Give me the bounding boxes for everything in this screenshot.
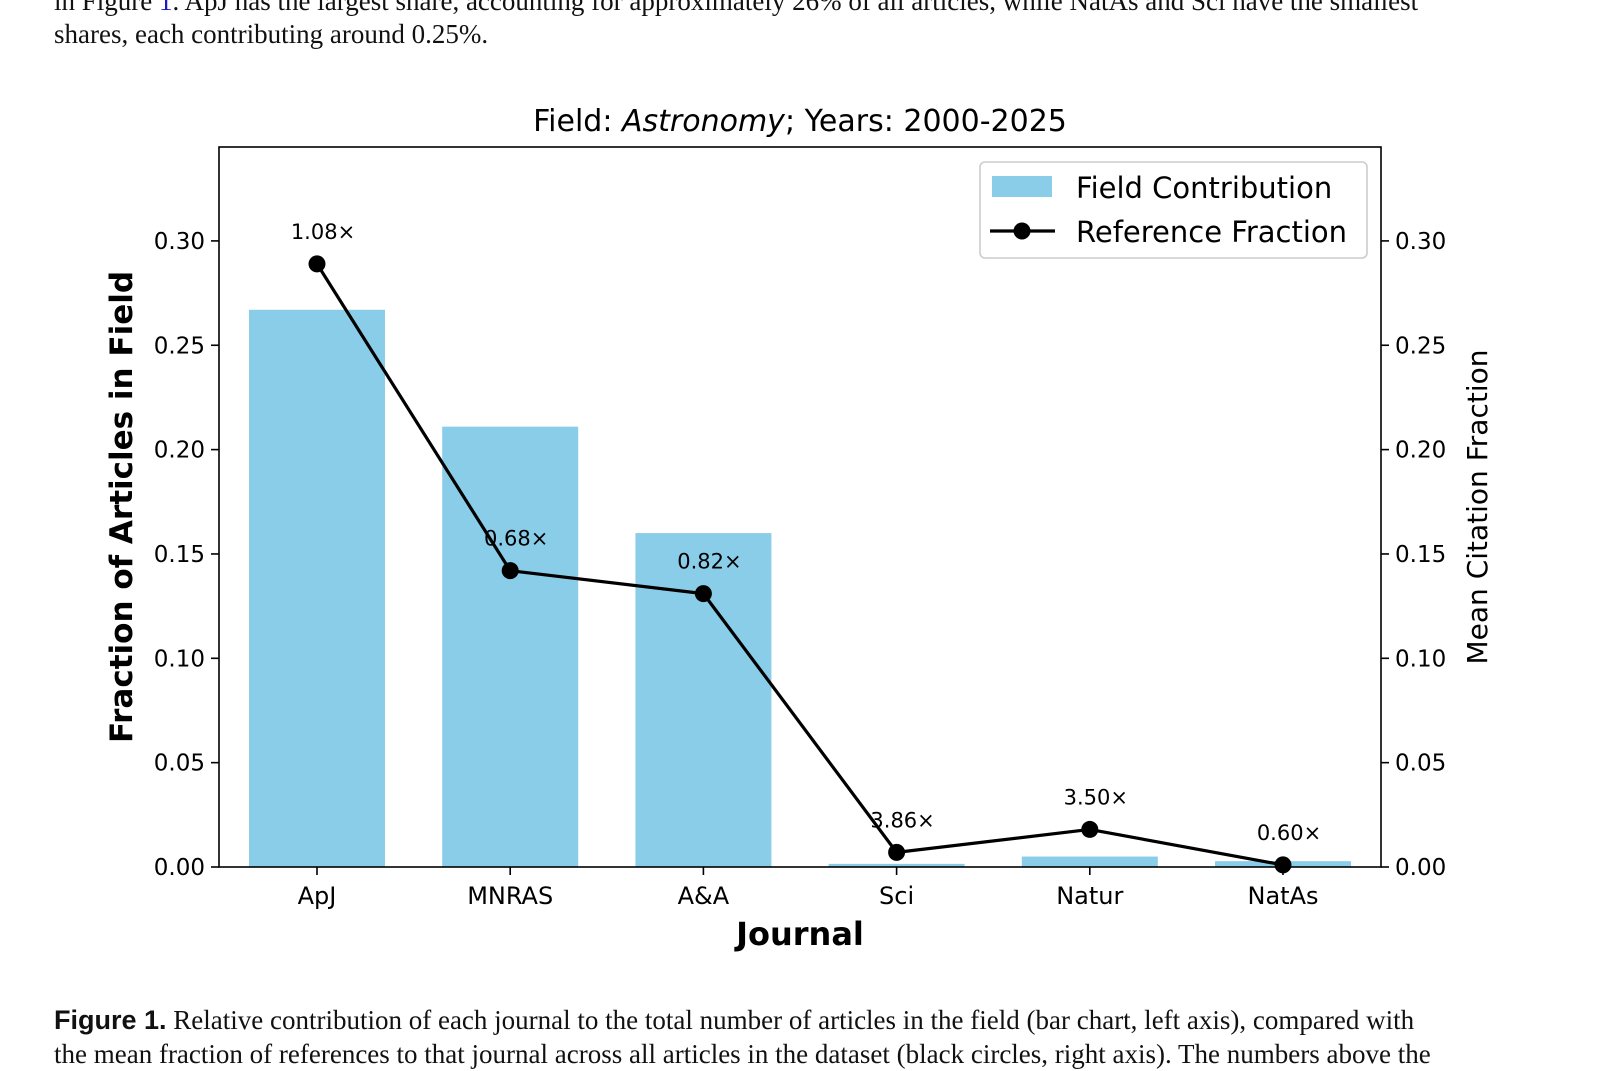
right-tick-label: 0.15 [1395,542,1446,568]
bars-layer [249,309,1351,868]
x-tick-label: MNRAS [467,882,553,910]
caption-text-1: Relative contribution of each journal to… [166,1005,1415,1035]
reference-fraction-line [315,263,1284,867]
ratio-label-natur: 3.50× [1064,785,1128,809]
x-tick-label: Natur [1056,882,1123,910]
body-text-prefix: in Figure [54,0,159,16]
reference-point-apj [308,255,326,273]
left-tick-label: 0.15 [154,542,205,568]
ratio-label-sci: 3.86× [870,808,934,832]
x-axis: ApJ MNRAS A&A Sci Natur NatAs [298,867,1319,910]
right-tick-label: 0.00 [1395,855,1446,881]
reference-point-natas [1274,856,1292,874]
chart-title: Field: Astronomy; Years: 2000-2025 [533,104,1067,139]
ratio-label-natas: 0.60× [1257,821,1321,845]
chart-title-prefix: Field: [533,104,622,139]
figure-reference-link[interactable]: 1 [159,0,173,16]
ratio-label-mnras: 0.68× [484,527,548,551]
legend-box [979,161,1368,259]
x-tick-label: NatAs [1248,882,1319,910]
legend-marker [1013,222,1031,240]
caption-line-1: Figure 1. Relative contribution of each … [54,1003,1554,1037]
ratio-label-a-a: 0.82× [677,550,741,574]
reference-point-a-a [694,585,712,603]
line-layer [308,255,1292,874]
reference-point-natur [1081,820,1099,838]
left-tick-label: 0.10 [154,646,205,672]
x-tick-label: Sci [879,882,914,910]
bar-a-a [635,533,772,867]
reference-point-mnras [501,562,519,580]
left-tick-label: 0.20 [154,438,205,464]
chart-title-suffix: ; Years: 2000-2025 [785,104,1067,139]
legend: Field Contribution Reference Fraction [979,161,1368,259]
left-tick-label: 0.30 [154,229,205,255]
left-tick-label: 0.05 [154,751,205,777]
y-axis-label-left: Fraction of Articles in Field [104,271,140,743]
annotation-layer: 1.08× 0.68× 0.82× 3.86× 3.50× 0.60× [291,220,1321,845]
right-tick-label: 0.25 [1395,333,1446,359]
left-tick-label: 0.25 [154,333,205,359]
legend-bar-swatch [992,176,1052,197]
x-tick-label: A&A [678,882,730,910]
bar-natur [1021,856,1158,867]
right-tick-label: 0.20 [1395,438,1446,464]
body-text-suffix: . ApJ has the largest share, accounting … [172,0,1419,16]
left-tick-label: 0.00 [154,855,205,881]
right-tick-label: 0.05 [1395,751,1446,777]
bar-sci [828,863,965,867]
caption-label: Figure 1. [54,1005,167,1035]
x-axis-label: Journal [734,915,864,953]
x-tick-label: ApJ [298,882,337,910]
bar-apj [249,309,385,868]
left-axis: 0.00 0.05 0.10 0.15 0.20 0.25 0.30 [154,229,219,881]
body-text-line-1: in Figure 1. ApJ has the largest share, … [54,0,1554,18]
reference-point-sci [888,843,906,861]
plot-frame [218,146,1382,868]
chart-title-field: Astronomy [620,104,786,139]
caption-line-2: the mean fraction of references to that … [54,1039,1431,1069]
right-tick-label: 0.30 [1395,229,1446,255]
y-axis-label-right: Mean Citation Fraction [1461,350,1494,665]
ratio-label-apj: 1.08× [291,220,355,244]
right-tick-label: 0.10 [1395,646,1446,672]
body-text-line-2: shares, each contributing around 0.25%. [54,19,489,49]
legend-label-reference-fraction: Reference Fraction [1076,215,1347,249]
legend-label-field-contribution: Field Contribution [1076,171,1332,205]
right-axis: 0.00 0.05 0.10 0.15 0.20 0.25 0.30 [1381,229,1446,881]
